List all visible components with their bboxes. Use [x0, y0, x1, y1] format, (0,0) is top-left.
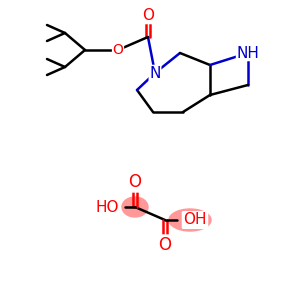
- Ellipse shape: [122, 197, 148, 217]
- Text: O: O: [112, 43, 123, 57]
- Text: HO: HO: [95, 200, 119, 214]
- Text: O: O: [142, 8, 154, 23]
- Text: O: O: [158, 236, 172, 254]
- Text: N: N: [149, 65, 161, 80]
- Text: O: O: [128, 173, 142, 191]
- Text: OH: OH: [183, 212, 207, 227]
- Ellipse shape: [169, 209, 211, 231]
- Text: NH: NH: [237, 46, 260, 61]
